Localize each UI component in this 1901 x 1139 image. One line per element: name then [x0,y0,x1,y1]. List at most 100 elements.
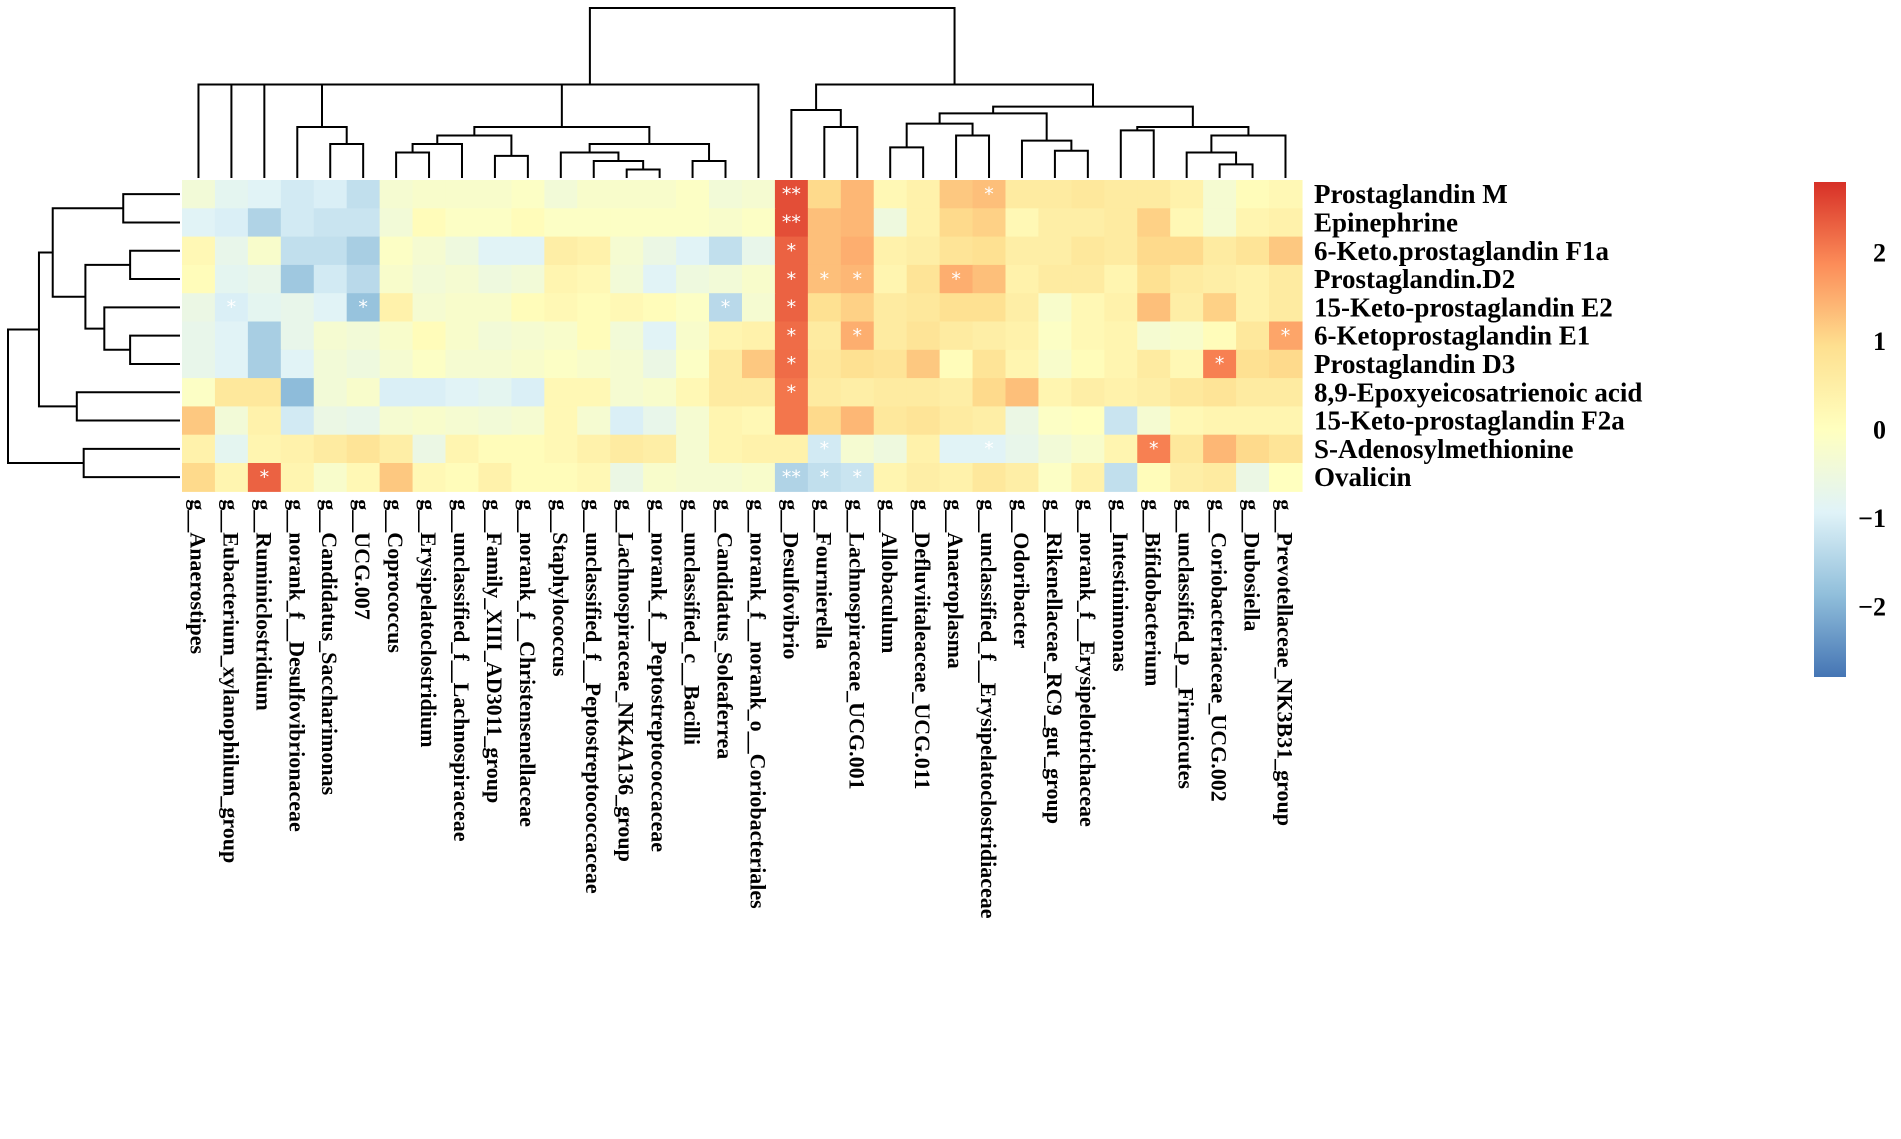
heatmap-cell [1236,208,1270,238]
heatmap-cell [939,349,974,379]
heatmap-cell [840,293,875,323]
heatmap-cell [577,434,611,464]
heatmap-cell [741,349,776,379]
heatmap-cell [280,264,315,294]
heatmap-cell [1137,406,1171,436]
heatmap-cell [247,180,282,209]
heatmap-cell [939,208,974,238]
heatmap-cell [1203,434,1237,464]
heatmap-cell [873,378,908,407]
heatmap-cell [643,321,677,351]
heatmap-cell [511,463,545,492]
heatmap-cell [972,434,1007,464]
heatmap-cell [1269,406,1303,436]
heatmap-cell [906,406,941,436]
significance-star: * [721,297,731,319]
heatmap-cell [774,434,809,464]
row-label: S-Adenosylmethionine [1314,434,1574,464]
heatmap-cell [182,349,216,379]
heatmap-cell [412,378,447,407]
heatmap-cell [873,321,908,351]
heatmap-cell [1137,264,1171,294]
heatmap-cell [906,434,941,464]
dendrogram-branch [436,134,513,156]
heatmap-cell [511,434,545,464]
column-label: g__UCG.007 [350,499,375,619]
heatmap-cell [346,208,381,238]
heatmap-cell [1104,321,1138,351]
heatmap-cell [1137,208,1171,238]
heatmap-cell [610,236,644,266]
heatmap-cell [709,208,743,238]
heatmap-cell [807,180,842,209]
heatmap-cell [643,208,677,238]
heatmap-cell [840,406,875,436]
heatmap-cell [906,378,941,407]
heatmap-cell [643,378,677,407]
row-label: 15-Keto-prostaglandin F2a [1314,406,1625,436]
heatmap-cell [182,406,216,436]
row-label: 6-Keto.prostaglandin F1a [1314,236,1610,266]
heatmap-cell [709,434,743,464]
heatmap-cell [478,434,512,464]
heatmap-cell [379,321,414,351]
heatmap-cell [1170,264,1204,294]
heatmap-cell [478,208,512,238]
heatmap-cell [610,406,644,436]
column-label: g__Lachnospiraceae_NK4A136_group [614,499,639,862]
heatmap-cell [346,321,381,351]
heatmap-cell [1137,321,1171,351]
heatmap-cell [247,434,282,464]
heatmap-cell [478,293,512,323]
heatmap-cell [676,208,710,238]
heatmap-cell [1236,378,1270,407]
heatmap-cell [313,463,348,492]
heatmap-cell [807,434,842,464]
heatmap-cell [445,208,480,238]
dendrogram-branch [1020,139,1073,178]
heatmap-cell [445,378,480,407]
heatmap-cell [873,208,908,238]
heatmap-cell [1038,264,1072,294]
significance-star: * [1215,353,1225,375]
heatmap-cell [1203,264,1237,294]
heatmap-cell [741,236,776,266]
heatmap-cell [379,406,414,436]
heatmap-cell [610,180,644,209]
dendrogram-branch [395,151,431,178]
heatmap-cell [346,236,381,266]
heatmap-cell [1071,349,1105,379]
heatmap-cell [939,463,974,492]
heatmap-cell [1104,180,1138,209]
heatmap-cell [1104,293,1138,323]
heatmap-cell [906,180,941,209]
heatmap-cell [346,378,381,407]
heatmap-cell [247,208,282,238]
heatmap-cell [478,180,512,209]
heatmap-cell [1203,349,1237,379]
heatmap-cell [280,236,315,266]
heatmap-cell [478,349,512,379]
heatmap-cell [676,349,710,379]
heatmap-cell [873,406,908,436]
heatmap-cell [478,321,512,351]
heatmap-cell [544,180,578,209]
heatmap-cell [280,293,315,323]
dendrogram-branch [1053,149,1089,178]
heatmap-cell [676,293,710,323]
heatmap-cell [280,321,315,351]
heatmap-cell [577,180,611,209]
heatmap-cell [873,349,908,379]
heatmap-cell [577,264,611,294]
column-label: g__unclassified_c__Bacilli [680,499,705,745]
heatmap-cell [643,406,677,436]
row-label: 8,9-Epoxyeicosatrienoic acid [1314,377,1642,407]
heatmap-cell [1038,349,1072,379]
dendrogram-branch [51,207,124,298]
heatmap-cell [280,349,315,379]
heatmap-cell [412,349,447,379]
row-label: Prostaglandin D3 [1314,349,1515,379]
heatmap-cells [182,180,1303,492]
heatmap-cell [709,293,743,323]
heatmap-cell [1005,236,1040,266]
